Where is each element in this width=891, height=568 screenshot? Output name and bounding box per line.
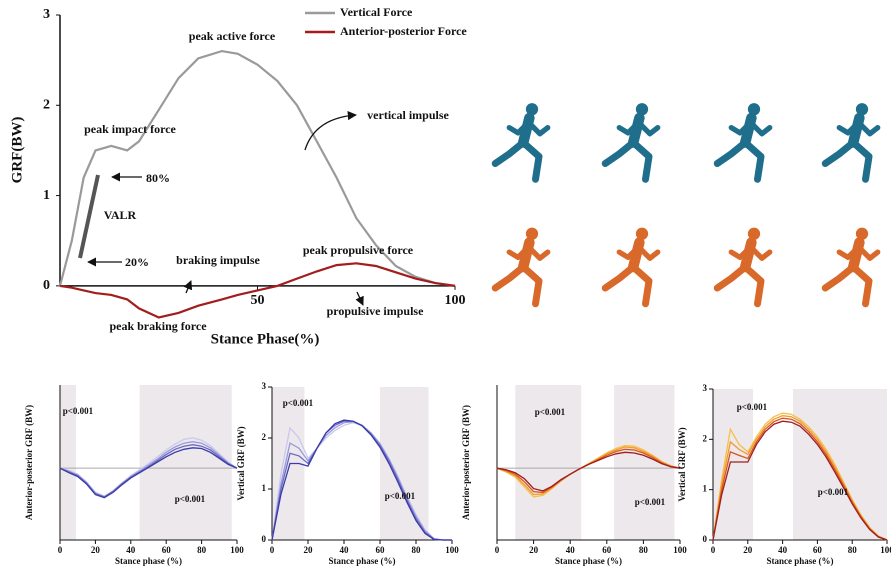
y-tick-label: 2 (262, 432, 267, 442)
x-tick-label: 100 (445, 545, 459, 555)
x-tick-label: 40 (126, 545, 136, 555)
y-tick-label: 1 (703, 484, 708, 494)
x-tick-label: 60 (376, 545, 386, 555)
runner-icon (825, 228, 878, 304)
significance-band (380, 387, 429, 540)
x-tick-label: 40 (340, 545, 350, 555)
y-axis-label: Vertical GRF (BW) (236, 426, 246, 500)
x-axis-label: Stance phase (%) (329, 556, 396, 566)
runner-icon (717, 103, 770, 179)
y-tick-label: 3 (703, 383, 708, 393)
x-tick-label: 60 (162, 545, 172, 555)
runner-icon (495, 228, 548, 304)
legend-label: Vertical Force (340, 5, 413, 19)
runner-icons (495, 103, 878, 304)
x-tick-label: 20 (304, 545, 314, 555)
y-tick-label: 3 (43, 7, 50, 22)
figure: 012350100Stance Phase(%)GRF(BW)peak acti… (0, 0, 891, 568)
x-tick-label: 50 (251, 293, 265, 308)
y-tick-label: 3 (262, 381, 267, 391)
annotation: vertical impulse (367, 108, 449, 122)
y-tick-label: 0 (703, 534, 708, 544)
y-axis-label: Anterior-posterior GRF (BW) (24, 405, 34, 520)
x-tick-label: 80 (412, 545, 422, 555)
annotation: p<0.001 (635, 497, 666, 507)
annotation: peak braking force (109, 319, 207, 333)
annotation: p<0.001 (385, 491, 416, 501)
x-axis-label: Stance phase (%) (115, 556, 182, 566)
annotation: propulsive impulse (327, 304, 424, 318)
runner-icon (717, 228, 770, 304)
x-tick-label: 100 (230, 545, 244, 555)
x-axis-label: Stance phase (%) (767, 556, 834, 566)
x-tick-label: 0 (270, 545, 275, 555)
annotation: VALR (104, 208, 137, 222)
x-tick-label: 20 (91, 545, 101, 555)
runner-icon (605, 103, 658, 179)
x-tick-label: 0 (495, 545, 500, 555)
y-axis-label: GRF(BW) (9, 117, 25, 184)
x-tick-label: 100 (445, 293, 466, 308)
annotation: peak impact force (84, 122, 176, 136)
x-tick-label: 100 (673, 545, 687, 555)
annotation: p<0.001 (818, 487, 849, 497)
annotation: p<0.001 (175, 494, 206, 504)
runner-icon (825, 103, 878, 179)
x-axis-label: Stance phase (%) (555, 556, 622, 566)
y-tick-label: 1 (262, 483, 267, 493)
annotation: peak active force (189, 29, 276, 43)
y-tick-label: 0 (262, 534, 267, 544)
y-tick-label: 2 (703, 433, 708, 443)
x-tick-label: 60 (602, 545, 612, 555)
legend-label: Anterior-posterior Force (340, 24, 467, 38)
x-tick-label: 40 (778, 545, 788, 555)
y-tick-label: 1 (43, 188, 50, 203)
x-tick-label: 80 (848, 545, 858, 555)
x-axis-label: Stance Phase(%) (211, 331, 320, 347)
annotation: 20% (125, 255, 149, 269)
x-tick-label: 20 (529, 545, 539, 555)
x-tick-label: 0 (711, 545, 716, 555)
y-axis-label: Anterior-posterior GRF (BW) (461, 405, 471, 520)
x-tick-label: 80 (639, 545, 649, 555)
y-tick-label: 0 (43, 278, 50, 293)
annotation: p<0.001 (737, 402, 768, 412)
annotation: p<0.001 (283, 398, 314, 408)
significance-band (793, 389, 887, 540)
annotation: braking impulse (176, 253, 260, 267)
page: {"chart_data": [ {"type": "line", "xlabe… (0, 0, 891, 568)
annotation-arrow (186, 281, 191, 293)
runner-icon (605, 228, 658, 304)
x-tick-label: 100 (880, 545, 891, 555)
annotation: p<0.001 (63, 406, 94, 416)
x-tick-label: 80 (197, 545, 207, 555)
y-tick-label: 2 (43, 98, 50, 113)
annotation: 80% (146, 171, 170, 185)
significance-band (614, 385, 674, 540)
annotation: peak propulsive force (303, 243, 414, 257)
annotation: p<0.001 (535, 407, 566, 417)
y-axis-label: Vertical GRF (BW) (677, 427, 687, 501)
x-tick-label: 60 (813, 545, 823, 555)
x-tick-label: 0 (58, 545, 63, 555)
x-tick-label: 40 (566, 545, 576, 555)
runner-icon (495, 103, 548, 179)
x-tick-label: 20 (743, 545, 753, 555)
